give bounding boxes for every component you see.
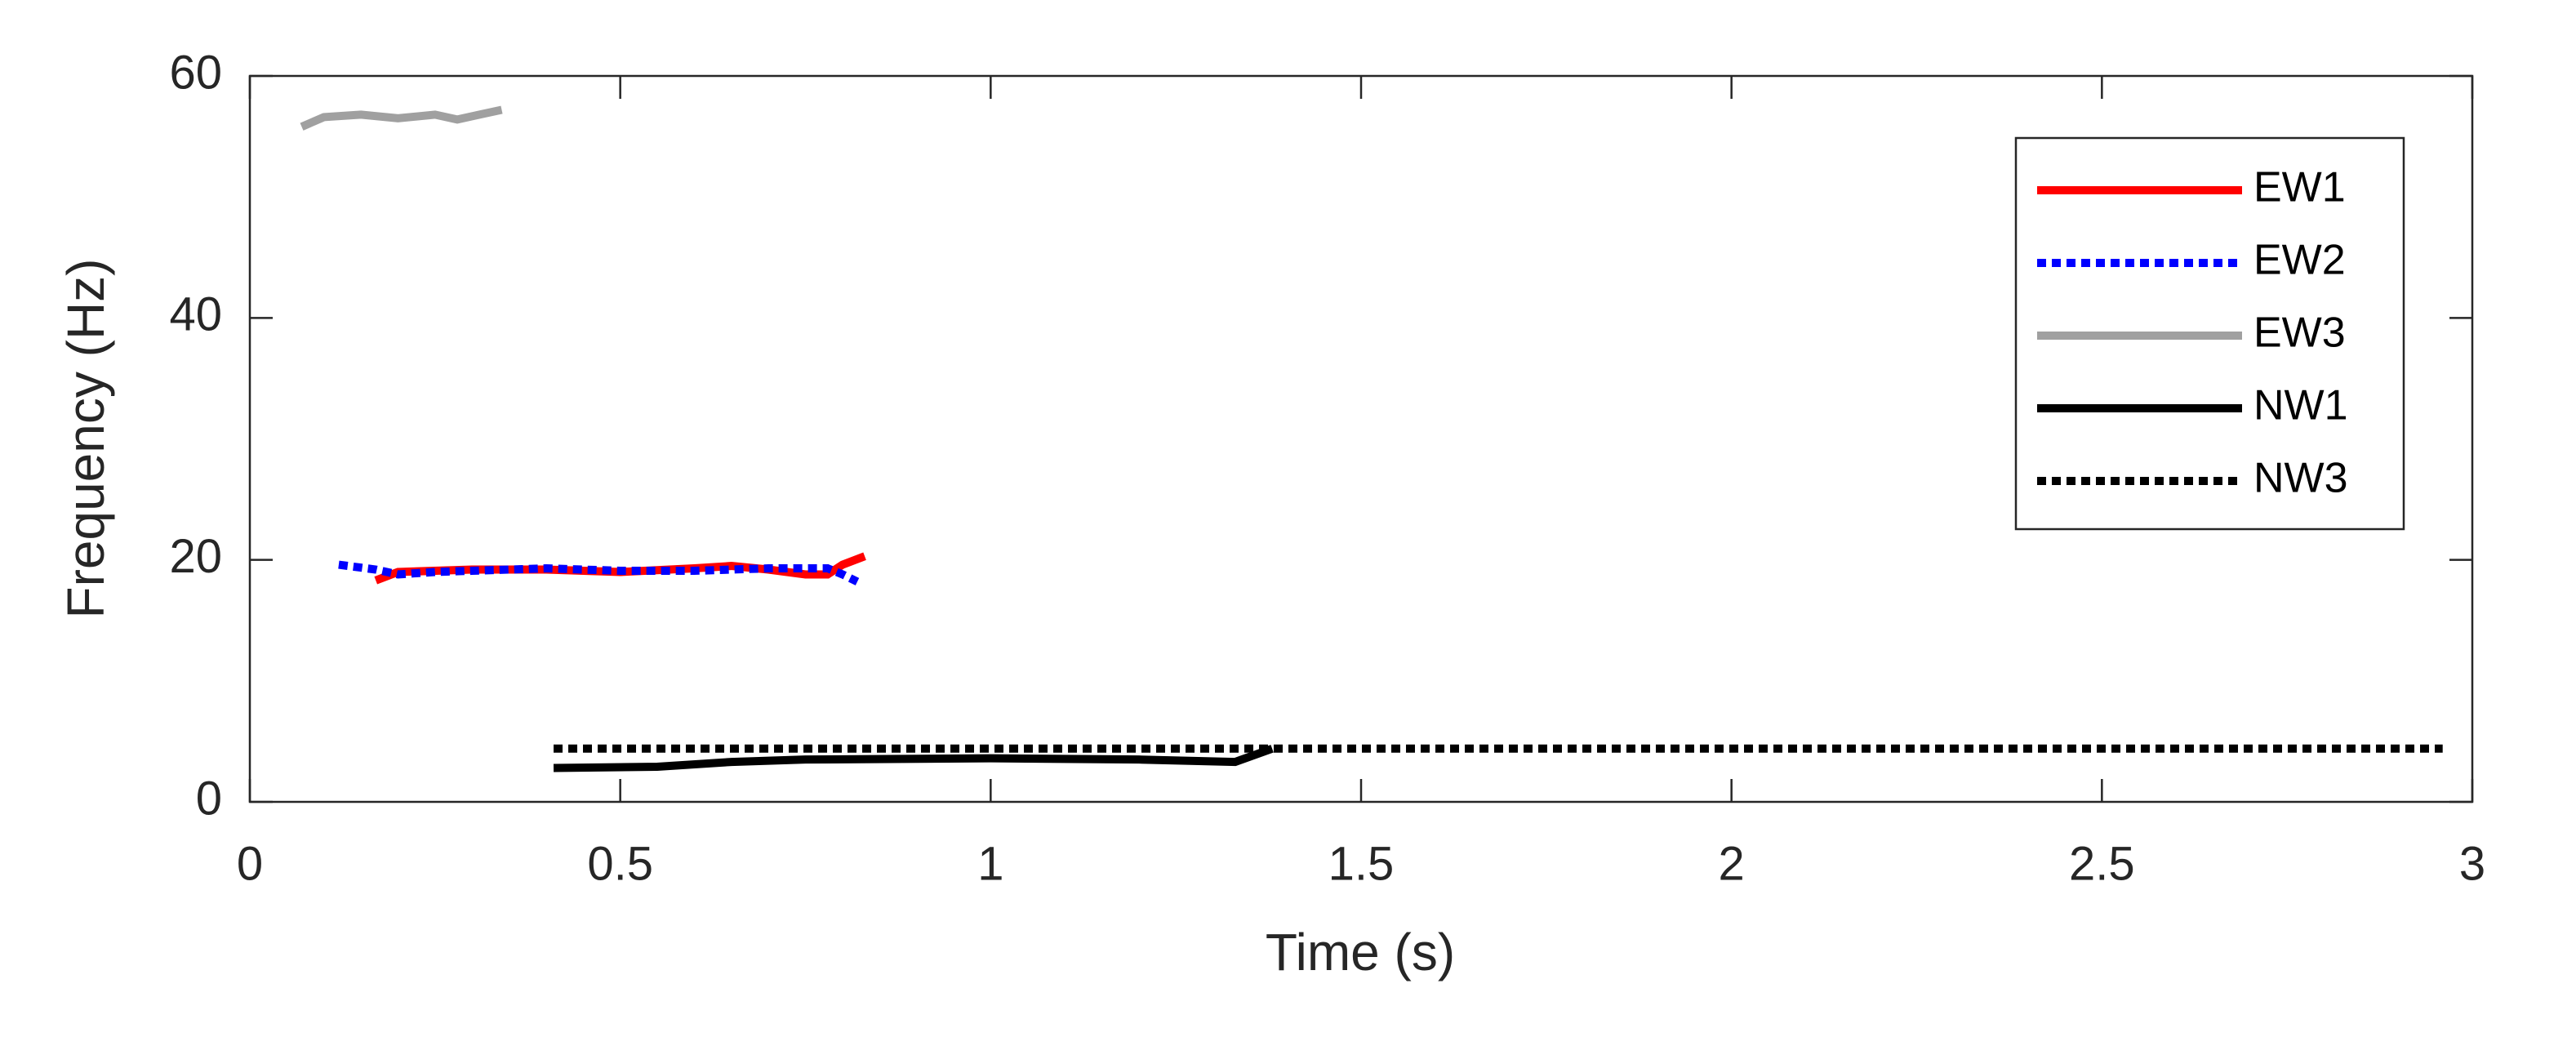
- y-axis-title: Frequency (Hz): [56, 259, 115, 619]
- legend-label: EW3: [2253, 309, 2346, 357]
- legend-label: NW1: [2253, 382, 2348, 430]
- y-tick-label: 20: [169, 530, 222, 583]
- legend-label: EW2: [2253, 237, 2346, 284]
- y-tick-label: 0: [196, 772, 222, 825]
- x-tick-label: 2.5: [2069, 837, 2135, 890]
- y-tick-label: 40: [169, 288, 222, 341]
- series-line: [553, 745, 1274, 772]
- x-tick-label: 0: [237, 837, 263, 890]
- legend-label: EW1: [2253, 164, 2346, 211]
- plot-frame: [248, 74, 2474, 803]
- x-tick-label: 1.5: [1328, 837, 1395, 890]
- x-axis-title: Time (s): [1266, 923, 1455, 982]
- x-tick-label: 3: [2459, 837, 2485, 890]
- x-tick-label: 0.5: [587, 837, 653, 890]
- series-line: [338, 560, 860, 585]
- series-line: [300, 105, 503, 131]
- legend-label: NW3: [2253, 455, 2348, 502]
- y-tick-label: 60: [169, 46, 222, 99]
- x-tick-label: 1: [977, 837, 1003, 890]
- x-tick-label: 2: [1719, 837, 1745, 890]
